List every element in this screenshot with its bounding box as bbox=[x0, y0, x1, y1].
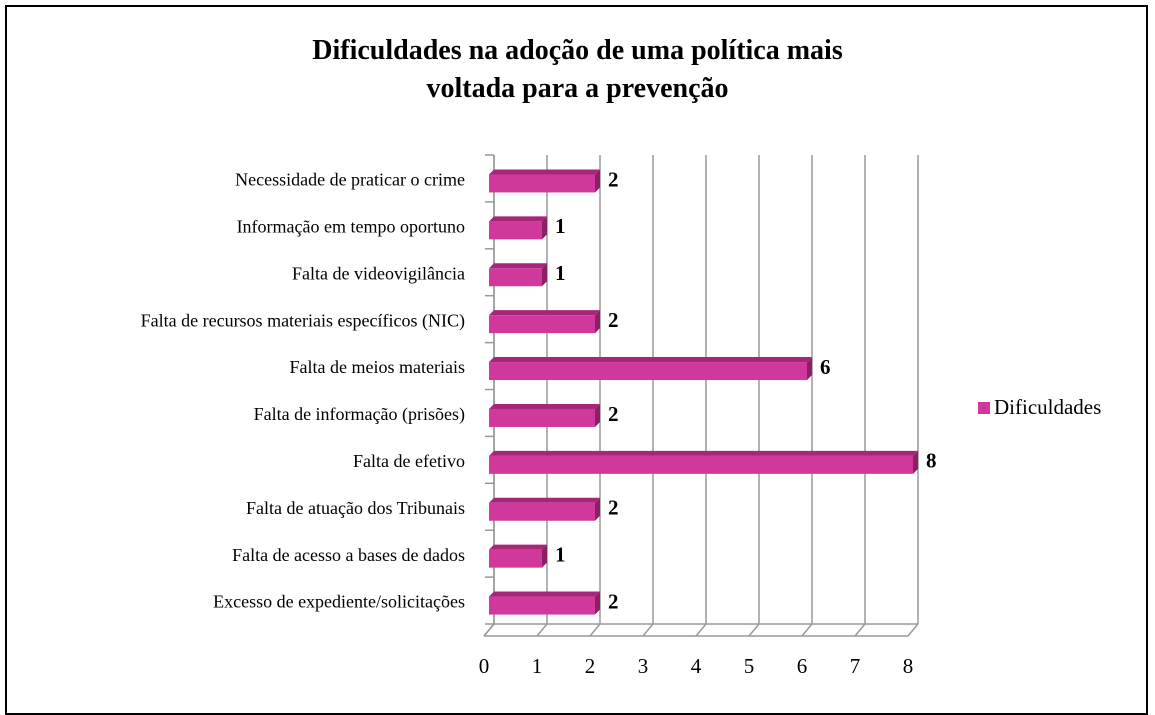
bar-top bbox=[489, 169, 600, 175]
x-tick-label: 5 bbox=[744, 654, 755, 678]
bar-top bbox=[489, 310, 600, 316]
x-tick-label: 0 bbox=[479, 654, 490, 678]
y-tick-label: Falta de informação (prisões) bbox=[254, 404, 465, 425]
value-label: 6 bbox=[820, 355, 831, 379]
bar bbox=[489, 455, 913, 474]
bar-side bbox=[913, 450, 918, 474]
y-tick-label: Falta de atuação dos Tribunais bbox=[246, 498, 465, 518]
x-tick-label: 8 bbox=[903, 654, 914, 678]
y-tick-label: Falta de recursos materiais específicos … bbox=[141, 310, 465, 331]
value-label: 2 bbox=[608, 496, 619, 520]
y-tick-label: Informação em tempo oportuno bbox=[237, 216, 465, 236]
bar-top bbox=[489, 357, 812, 363]
value-label: 1 bbox=[555, 261, 566, 285]
bar bbox=[489, 362, 807, 381]
grid-line bbox=[642, 623, 654, 637]
title-box: Dificuldades na adoção de uma política m… bbox=[0, 32, 1155, 108]
bar bbox=[489, 315, 595, 334]
bar-side bbox=[595, 403, 600, 427]
bar-top bbox=[489, 591, 600, 597]
value-label: 1 bbox=[555, 214, 566, 238]
bar-side bbox=[542, 263, 547, 287]
bar-side bbox=[542, 544, 547, 568]
x-tick-label: 3 bbox=[638, 654, 649, 678]
bar bbox=[489, 268, 542, 287]
grid-line bbox=[801, 623, 813, 637]
bar-side bbox=[595, 310, 600, 334]
bar-top bbox=[489, 544, 547, 550]
bar-side bbox=[595, 497, 600, 521]
x-tick-label: 4 bbox=[691, 654, 702, 678]
bar-side bbox=[595, 169, 600, 193]
y-tick-label: Necessidade de praticar o crime bbox=[235, 170, 465, 190]
value-label: 2 bbox=[608, 402, 619, 426]
grid-line bbox=[536, 623, 548, 637]
grid-line bbox=[695, 623, 707, 637]
x-tick-label: 6 bbox=[797, 654, 808, 678]
grid-line bbox=[907, 623, 919, 637]
grid-line bbox=[589, 623, 601, 637]
value-label: 1 bbox=[555, 542, 566, 566]
bar bbox=[489, 596, 595, 615]
grid-line bbox=[854, 623, 866, 637]
value-label: 2 bbox=[608, 589, 619, 613]
bar bbox=[489, 502, 595, 521]
x-tick-label: 1 bbox=[532, 654, 543, 678]
bar bbox=[489, 221, 542, 240]
bar bbox=[489, 549, 542, 568]
bar-side bbox=[807, 357, 812, 381]
bar-top bbox=[489, 497, 600, 503]
y-tick-label: Falta de videovigilância bbox=[292, 263, 465, 283]
bar-top bbox=[489, 450, 918, 456]
value-label: 2 bbox=[608, 308, 619, 332]
grid-line bbox=[483, 623, 495, 637]
grid-line bbox=[748, 623, 760, 637]
y-tick-label: Falta de meios materiais bbox=[290, 357, 465, 377]
bar-side bbox=[595, 591, 600, 615]
bar bbox=[489, 174, 595, 193]
value-label: 2 bbox=[608, 167, 619, 191]
y-tick-label: Falta de efetivo bbox=[353, 451, 465, 471]
bar-top bbox=[489, 403, 600, 409]
bar-side bbox=[542, 216, 547, 240]
x-tick-label: 2 bbox=[585, 654, 596, 678]
legend-swatch bbox=[978, 402, 990, 414]
bar-top bbox=[489, 216, 547, 222]
value-label: 8 bbox=[926, 449, 937, 473]
y-tick-label: Falta de acesso a bases de dados bbox=[232, 545, 465, 565]
chart-title: Dificuldades na adoção de uma política m… bbox=[312, 35, 843, 104]
bar-top bbox=[489, 263, 547, 269]
y-tick-label: Excesso de expediente/solicitações bbox=[213, 592, 465, 612]
legend-label: Dificuldades bbox=[994, 395, 1101, 419]
x-tick-label: 7 bbox=[850, 654, 861, 678]
bar bbox=[489, 408, 595, 427]
